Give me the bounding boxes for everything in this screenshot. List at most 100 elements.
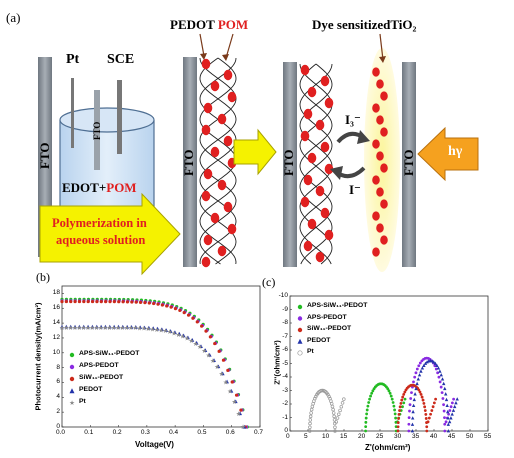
jv-point bbox=[195, 320, 199, 324]
pom-particle bbox=[203, 102, 213, 114]
jv-ytick-label: 0 bbox=[56, 423, 60, 430]
eis-point bbox=[309, 411, 313, 415]
polymer-strand bbox=[299, 63, 333, 265]
eis-point bbox=[390, 397, 394, 401]
jv-point bbox=[173, 307, 178, 311]
jv-point: ★ bbox=[141, 325, 147, 333]
eis-ytick-label: 0 bbox=[284, 427, 288, 434]
schematic-panel bbox=[38, 33, 479, 276]
jv-point: ★ bbox=[223, 378, 229, 386]
pom-particle bbox=[324, 97, 334, 109]
pom-particle bbox=[315, 251, 325, 263]
dye-particle bbox=[380, 163, 388, 173]
pom-particle bbox=[223, 69, 233, 81]
pom-particle bbox=[217, 179, 227, 191]
eis-point bbox=[407, 422, 411, 426]
eis-point bbox=[392, 404, 396, 408]
eis-point bbox=[439, 385, 443, 389]
jv-point bbox=[178, 308, 182, 313]
eis-legend-marker bbox=[297, 316, 303, 321]
eis-ytick-label: -9 bbox=[282, 305, 288, 313]
jv-point bbox=[73, 299, 77, 304]
eis-point bbox=[403, 397, 407, 401]
jv-point bbox=[151, 326, 156, 330]
eis-point bbox=[398, 405, 402, 409]
eis-point bbox=[308, 418, 313, 422]
eis-point bbox=[430, 409, 434, 412]
jv-point bbox=[155, 326, 160, 331]
light-arrow bbox=[417, 126, 479, 182]
pom-particle bbox=[217, 113, 227, 125]
pom-particle bbox=[320, 75, 330, 87]
eis-point bbox=[432, 360, 436, 364]
eis-point bbox=[418, 361, 422, 365]
eis-point bbox=[393, 412, 397, 416]
eis-point bbox=[443, 422, 447, 426]
dye-particle bbox=[376, 79, 384, 89]
solution-label: EDOT+POM bbox=[62, 180, 137, 196]
jv-xtick-label: 0.0 bbox=[56, 429, 66, 436]
jv-point bbox=[134, 300, 138, 304]
eis-point bbox=[370, 391, 374, 395]
jv-point bbox=[77, 324, 82, 329]
eis-point bbox=[394, 416, 398, 420]
eis-point bbox=[410, 429, 415, 433]
jv-point bbox=[169, 305, 173, 309]
jv-point bbox=[68, 324, 73, 329]
eis-ytick-label: -3 bbox=[282, 386, 288, 394]
eis-point bbox=[443, 416, 446, 420]
eis-point bbox=[423, 409, 427, 412]
jv-point: ★ bbox=[68, 324, 74, 332]
dye-particle bbox=[372, 175, 380, 185]
eis-point bbox=[415, 381, 419, 386]
eis-point bbox=[446, 422, 451, 426]
eis-point bbox=[432, 401, 436, 405]
eis-point bbox=[309, 407, 314, 412]
panel-c-label: (c) bbox=[262, 275, 276, 289]
pom-particle bbox=[201, 58, 211, 70]
pom-particle bbox=[300, 130, 310, 142]
dye-particle bbox=[372, 211, 380, 221]
eis-point bbox=[391, 401, 395, 404]
eis-point bbox=[308, 421, 312, 426]
redox-arrowhead-top bbox=[357, 130, 370, 144]
jv-xtick-label: 0.2 bbox=[112, 429, 122, 436]
eis-point bbox=[332, 414, 336, 419]
jv-point bbox=[226, 368, 230, 372]
jv-xlabel: Voltage(V) bbox=[135, 440, 174, 449]
eis-point bbox=[408, 403, 412, 407]
jv-point: ★ bbox=[128, 324, 134, 332]
jv-point bbox=[177, 331, 182, 336]
jv-point bbox=[120, 324, 125, 329]
jv-point bbox=[220, 371, 225, 376]
eis-point bbox=[454, 401, 458, 405]
jv-xtick-label: 0.3 bbox=[140, 429, 150, 436]
eis-point bbox=[364, 420, 368, 424]
eis-xtick-label: 5 bbox=[304, 433, 308, 440]
pedot-text: PEDOT bbox=[170, 17, 215, 32]
jv-ytick-label: 10 bbox=[52, 348, 60, 356]
jv-point: ★ bbox=[94, 324, 100, 332]
eis-legend-entry: SiW₁₁-PEDOT bbox=[307, 325, 352, 332]
eis-point bbox=[426, 420, 430, 424]
pom-particle bbox=[320, 141, 330, 153]
jv-point bbox=[64, 324, 69, 329]
eis-xtick-label: 15 bbox=[340, 433, 348, 440]
jv-legend-entry: SiW₁₁-PEDOT bbox=[79, 374, 124, 381]
eis-point bbox=[308, 414, 313, 419]
jv-legend-entry: Pt bbox=[79, 398, 86, 405]
eis-point bbox=[334, 420, 339, 424]
jv-point: ★ bbox=[171, 329, 177, 337]
solution-pom: POM bbox=[106, 180, 137, 195]
jv-point bbox=[130, 300, 134, 304]
eis-point bbox=[450, 412, 454, 416]
dye-particle bbox=[380, 91, 388, 101]
eis-series bbox=[410, 358, 459, 433]
eis-point bbox=[419, 369, 423, 373]
eis-series-group bbox=[308, 356, 459, 433]
jv-point bbox=[146, 325, 151, 330]
eis-point bbox=[419, 392, 423, 396]
jv-point bbox=[160, 303, 164, 307]
jv-point bbox=[173, 330, 177, 335]
eis-xtick-label: 20 bbox=[358, 433, 366, 440]
